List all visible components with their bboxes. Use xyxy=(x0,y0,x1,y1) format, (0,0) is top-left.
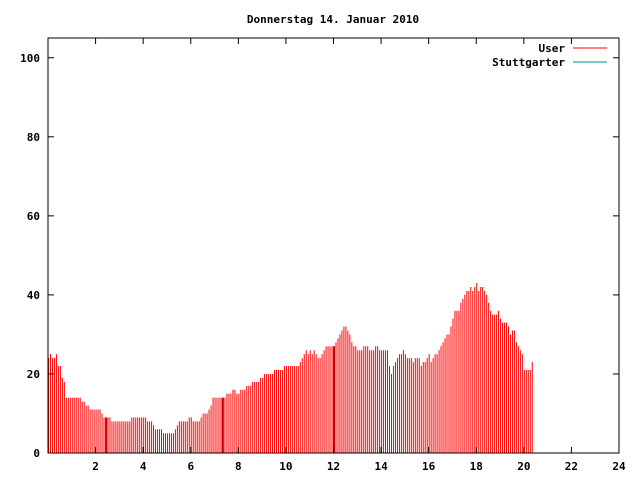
legend-label-stuttgarter: Stuttgarter xyxy=(492,56,565,69)
legend-label-user: User xyxy=(539,42,566,55)
y-tick-label-80: 80 xyxy=(27,131,40,144)
x-tick-label-16: 16 xyxy=(422,460,436,473)
x-tick-label-14: 14 xyxy=(374,460,388,473)
x-tick-label-18: 18 xyxy=(470,460,483,473)
y-tick-label-40: 40 xyxy=(27,289,40,302)
x-tick-label-8: 8 xyxy=(235,460,242,473)
y-tick-label-20: 20 xyxy=(27,368,40,381)
x-tick-label-4: 4 xyxy=(140,460,147,473)
bars-layer xyxy=(48,283,533,453)
x-tick-label-12: 12 xyxy=(327,460,340,473)
x-tick-label-10: 10 xyxy=(279,460,292,473)
x-tick-label-22: 22 xyxy=(565,460,578,473)
x-tick-label-2: 2 xyxy=(92,460,99,473)
chart-title: Donnerstag 14. Januar 2010 xyxy=(247,13,419,26)
x-tick-label-20: 20 xyxy=(517,460,530,473)
y-tick-label-0: 0 xyxy=(33,447,40,460)
x-tick-label-24: 24 xyxy=(612,460,626,473)
x-tick-label-6: 6 xyxy=(187,460,194,473)
y-tick-label-60: 60 xyxy=(27,210,40,223)
y-tick-label-100: 100 xyxy=(20,52,40,65)
